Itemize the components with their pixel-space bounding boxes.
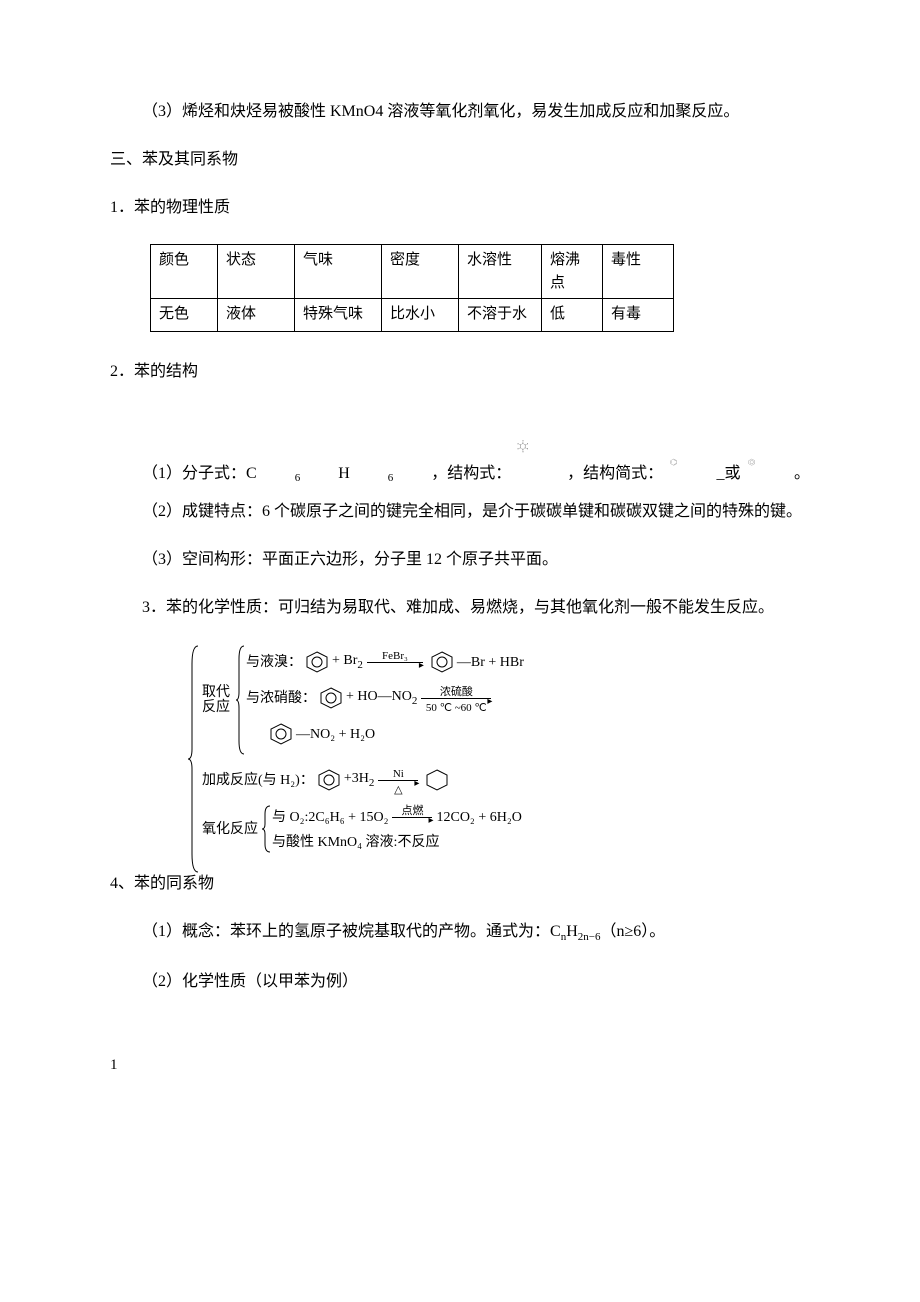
rxn-hno3-top: 浓硫酸 — [421, 684, 491, 701]
hex-icon — [427, 649, 457, 675]
td-density: 比水小 — [382, 299, 459, 332]
td-smell: 特殊气味 — [295, 299, 382, 332]
rxn-row-kmno4: 与酸性 KMnO₄ 溶液:不反应 — [272, 830, 522, 854]
benzene-circle-icon — [747, 438, 756, 486]
rxn-hno3-plus: + HO—NO2 — [346, 686, 417, 709]
th-color: 颜色 — [151, 245, 218, 299]
hex-icon — [316, 685, 346, 711]
structure-line: （1）分子式：C6H6，结构式： H H H H H H C C C C C C… — [110, 408, 810, 486]
rxn-row-br2: 与液溴： + Br2 FeBr₃ ▸ —Br + HBr — [246, 644, 524, 680]
add-top: Ni — [378, 766, 418, 783]
para-alkene-alkyne: （3）烯烃和炔烃易被酸性 KMnO4 溶液等氧化剂氧化，易发生加成反应和加聚反应… — [110, 100, 810, 124]
th-melting: 熔沸点 — [542, 245, 603, 299]
section-3-title: 三、苯及其同系物 — [110, 148, 810, 172]
para-shape: （3）空间构形：平面正六边形，分子里 12 个原子共平面。 — [110, 548, 810, 572]
formula-mid3: ，结构简式： — [535, 462, 663, 486]
concept-c: （n≥6）。 — [600, 923, 665, 940]
svg-text:H: H — [523, 452, 524, 454]
ox-label: 氧化反应 — [202, 804, 262, 854]
sec3-1-title: 1．苯的物理性质 — [110, 196, 810, 220]
ox-brace-icon — [262, 804, 272, 854]
sub-label-text: 取代反应 — [202, 685, 236, 716]
th-smell: 气味 — [295, 245, 382, 299]
rxn-hno3-pre: 与浓硝酸： — [246, 688, 316, 709]
formula-sub2: 6 — [356, 470, 394, 487]
td-toxic: 有毒 — [603, 299, 674, 332]
page-number: 1 — [110, 1057, 118, 1073]
add-bot: △ — [378, 782, 418, 799]
rxn-br2-pre: 与液溴： — [246, 652, 302, 673]
svg-text:H: H — [527, 443, 528, 445]
formula-prefix: （1）分子式：C — [110, 462, 257, 486]
para-chemprop: （2）化学性质（以甲苯为例） — [110, 970, 810, 994]
table-row: 无色 液体 特殊气味 比水小 不溶于水 低 有毒 — [151, 299, 674, 332]
svg-text:C: C — [525, 447, 526, 449]
th-density: 密度 — [382, 245, 459, 299]
para-concept: （1）概念：苯环上的氢原子被烷基取代的产物。通式为：CnH2n−6（n≥6）。 — [110, 920, 810, 946]
svg-text:H: H — [523, 441, 524, 443]
sec3-2-title: 2．苯的结构 — [110, 360, 810, 384]
concept-2n: 2n−6 — [578, 931, 601, 943]
outer-brace-icon — [188, 644, 200, 874]
th-solubility: 水溶性 — [459, 245, 542, 299]
benzene-kekule-icon — [669, 438, 678, 486]
concept-a: （1）概念：苯环上的氢原子被烷基取代的产物。通式为：C — [142, 923, 561, 940]
ox1-pre: 与 O₂:2C₆H₆ + 15O₂ — [272, 807, 388, 828]
sub-label: 取代反应 — [202, 644, 236, 756]
hex-icon — [302, 649, 332, 675]
td-solubility: 不溶于水 — [459, 299, 542, 332]
td-state: 液体 — [218, 299, 295, 332]
table-header-row: 颜色 状态 气味 密度 水溶性 熔沸点 毒性 — [151, 245, 674, 299]
svg-text:H: H — [518, 443, 519, 445]
td-melting: 低 — [542, 299, 603, 332]
ox2-text: 与酸性 KMnO₄ 溶液:不反应 — [272, 832, 439, 853]
hex-plain-icon — [422, 767, 452, 793]
formula-mid2: ，结构式： — [399, 462, 511, 486]
formula-end: 。 — [762, 462, 810, 486]
rxn-row-hno3: 与浓硝酸： + HO—NO2 浓硫酸 50 ℃ ~60 ℃ ▸ — [246, 680, 524, 716]
benzene-properties-table: 颜色 状态 气味 密度 水溶性 熔沸点 毒性 无色 液体 特殊气味 比水小 不溶… — [150, 244, 674, 332]
benzene-full-structure-icon: H H H H H H C C C C C C — [517, 408, 529, 486]
rxn-row-o2: 与 O₂:2C₆H₆ + 15O₂ 点燃 ▸ 12CO₂ + 6H₂O — [272, 804, 522, 830]
svg-text:H: H — [518, 449, 519, 451]
sec3-3-title: 3．苯的化学性质：可归结为易取代、难加成、易燃烧，与其他氧化剂一般不能发生反应。 — [110, 596, 810, 620]
rxn-hno3-prodtxt: —NO₂ + H₂O — [296, 724, 375, 745]
ox1-prod: 12CO₂ + 6H₂O — [436, 807, 521, 828]
rxn-br2-plus: + Br2 — [332, 650, 363, 673]
formula-or: _或 — [685, 462, 741, 486]
formula-sub1: 6 — [263, 470, 301, 487]
rxn-hno3-bot: 50 ℃ ~60 ℃ — [421, 700, 491, 717]
rxn-br2-prod: —Br + HBr — [457, 652, 524, 673]
formula-h: H — [306, 462, 350, 486]
para-bond-text: （2）成键特点：6 个碳原子之间的键完全相同，是介于碳碳单键和碳碳双键之间的特殊… — [142, 503, 802, 520]
sub-brace-icon — [236, 644, 246, 756]
para-bond: （2）成键特点：6 个碳原子之间的键完全相同，是介于碳碳单键和碳碳双键之间的特殊… — [110, 500, 810, 524]
td-color: 无色 — [151, 299, 218, 332]
hex-icon — [314, 767, 344, 793]
add-label: 加成反应(与 H₂)： — [202, 770, 314, 791]
rxn-br2-cat: FeBr₃ — [367, 648, 423, 665]
add-plus: +3H2 — [344, 768, 375, 791]
reaction-block: 取代反应 与液溴： + Br2 FeBr₃ ▸ — [200, 644, 810, 854]
svg-text:H: H — [527, 449, 528, 451]
th-state: 状态 — [218, 245, 295, 299]
rxn-row-addition: 加成反应(与 H₂)： +3H2 Ni △ ▸ — [202, 762, 810, 798]
ox1-cat: 点燃 — [392, 803, 432, 820]
th-toxic: 毒性 — [603, 245, 674, 299]
concept-b: H — [566, 923, 578, 940]
page-footer: 1 — [110, 1054, 810, 1077]
rxn-row-hno3-prod: —NO₂ + H₂O — [246, 716, 524, 752]
hex-icon — [266, 721, 296, 747]
sec4-title: 4、苯的同系物 — [110, 872, 810, 896]
